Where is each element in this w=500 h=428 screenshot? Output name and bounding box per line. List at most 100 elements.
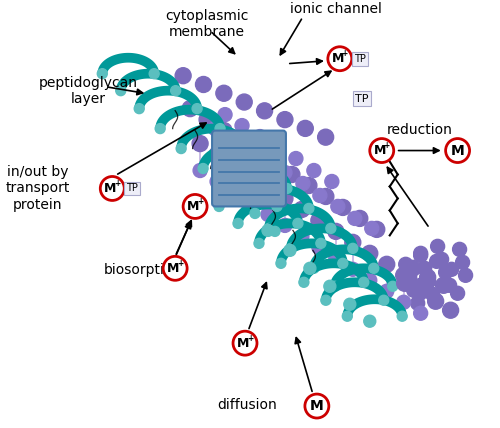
Text: TP: TP xyxy=(354,54,366,64)
Circle shape xyxy=(446,139,469,163)
Circle shape xyxy=(278,218,292,232)
Circle shape xyxy=(430,239,444,253)
Circle shape xyxy=(149,69,159,79)
Circle shape xyxy=(183,194,207,218)
Text: +: + xyxy=(247,334,253,343)
Circle shape xyxy=(208,122,222,136)
Circle shape xyxy=(293,218,303,229)
Circle shape xyxy=(414,247,428,260)
Text: M: M xyxy=(187,200,200,213)
Circle shape xyxy=(348,244,358,253)
Text: M: M xyxy=(237,337,249,350)
Circle shape xyxy=(442,278,456,292)
Circle shape xyxy=(430,254,444,268)
Circle shape xyxy=(284,166,300,182)
Circle shape xyxy=(236,94,252,110)
Circle shape xyxy=(254,238,264,248)
Circle shape xyxy=(438,265,452,279)
Text: TP: TP xyxy=(355,94,368,104)
Text: TP: TP xyxy=(126,184,138,193)
Circle shape xyxy=(418,262,432,275)
Circle shape xyxy=(264,223,274,233)
Circle shape xyxy=(196,77,212,92)
Circle shape xyxy=(313,188,327,202)
Circle shape xyxy=(328,223,344,239)
Circle shape xyxy=(316,238,326,248)
Circle shape xyxy=(326,223,336,233)
Circle shape xyxy=(362,245,378,262)
Circle shape xyxy=(397,311,407,321)
Circle shape xyxy=(420,269,436,285)
Circle shape xyxy=(295,229,309,244)
Circle shape xyxy=(412,284,428,300)
Circle shape xyxy=(225,131,239,146)
Circle shape xyxy=(434,253,448,266)
Circle shape xyxy=(243,169,259,184)
Text: +: + xyxy=(197,197,203,206)
Circle shape xyxy=(218,107,232,122)
Circle shape xyxy=(276,259,286,268)
Circle shape xyxy=(344,298,356,310)
Text: +: + xyxy=(384,141,390,150)
Circle shape xyxy=(335,199,351,215)
Circle shape xyxy=(277,112,293,128)
Circle shape xyxy=(98,69,108,79)
Circle shape xyxy=(369,263,378,273)
Circle shape xyxy=(331,199,345,214)
Circle shape xyxy=(296,176,310,190)
Circle shape xyxy=(406,283,420,297)
Circle shape xyxy=(100,176,124,200)
Circle shape xyxy=(318,129,334,145)
Circle shape xyxy=(215,124,225,134)
Text: M: M xyxy=(450,143,464,158)
Circle shape xyxy=(346,262,360,276)
Text: biosorption: biosorption xyxy=(104,263,182,277)
Circle shape xyxy=(309,263,319,273)
Circle shape xyxy=(414,248,428,262)
Circle shape xyxy=(242,203,252,214)
Circle shape xyxy=(294,202,310,217)
Circle shape xyxy=(227,185,241,199)
Circle shape xyxy=(198,163,208,173)
Circle shape xyxy=(267,155,283,172)
Circle shape xyxy=(233,218,243,229)
Circle shape xyxy=(412,278,428,294)
Circle shape xyxy=(378,256,394,272)
Circle shape xyxy=(253,130,267,143)
Circle shape xyxy=(404,260,420,276)
Circle shape xyxy=(175,68,191,84)
Circle shape xyxy=(278,166,292,179)
Text: M: M xyxy=(374,144,386,157)
Circle shape xyxy=(261,208,275,221)
Circle shape xyxy=(396,295,410,309)
Circle shape xyxy=(289,152,303,166)
Circle shape xyxy=(235,119,249,133)
Circle shape xyxy=(176,143,186,154)
Circle shape xyxy=(304,262,316,274)
Circle shape xyxy=(436,277,452,293)
Circle shape xyxy=(163,256,187,280)
Circle shape xyxy=(192,136,208,152)
Text: M: M xyxy=(332,52,344,65)
Circle shape xyxy=(216,122,232,139)
Text: +: + xyxy=(177,259,184,268)
Circle shape xyxy=(220,184,230,193)
Text: M: M xyxy=(310,399,324,413)
Circle shape xyxy=(312,241,326,254)
Circle shape xyxy=(116,86,126,95)
Circle shape xyxy=(209,146,225,163)
Circle shape xyxy=(325,175,339,188)
Circle shape xyxy=(193,163,207,178)
Circle shape xyxy=(370,139,394,163)
Circle shape xyxy=(414,306,428,320)
Circle shape xyxy=(396,268,411,283)
Circle shape xyxy=(233,331,257,355)
Text: +: + xyxy=(342,49,348,58)
Circle shape xyxy=(282,184,292,193)
Circle shape xyxy=(210,175,224,188)
Circle shape xyxy=(286,244,296,253)
Circle shape xyxy=(458,268,472,282)
Circle shape xyxy=(233,134,249,149)
Text: +: + xyxy=(114,179,120,188)
Circle shape xyxy=(182,101,198,116)
